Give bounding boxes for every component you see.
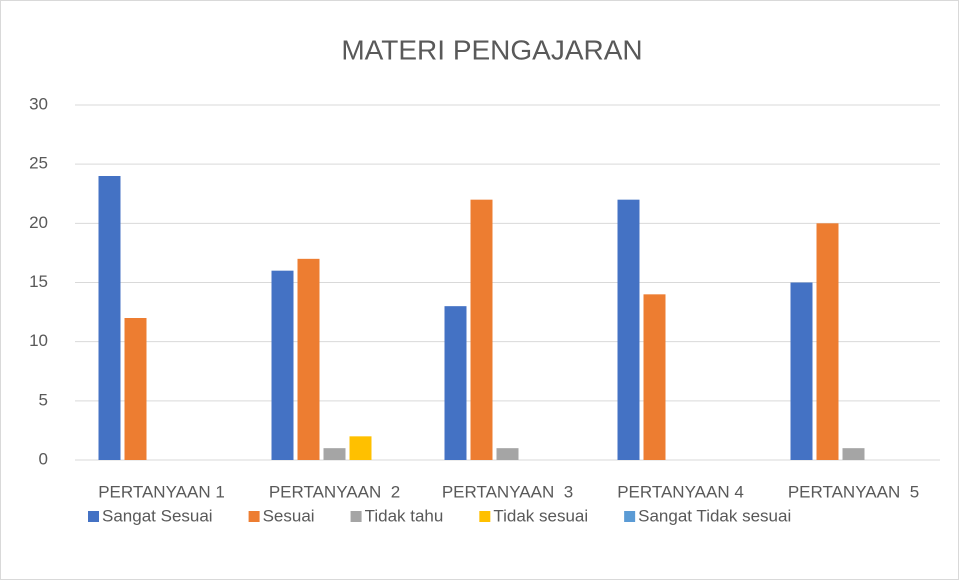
x-tick-label: PERTANYAAN 5 <box>788 482 919 501</box>
x-tick-label: PERTANYAAN 2 <box>269 482 400 501</box>
bar <box>271 270 294 460</box>
bar <box>124 318 147 460</box>
y-tick-label: 20 <box>29 213 48 232</box>
x-tick-label: PERTANYAAN 1 <box>98 482 225 501</box>
y-tick-label: 30 <box>29 94 48 113</box>
legend-swatch <box>479 511 491 522</box>
legend-label: Tidak sesuai <box>493 506 588 525</box>
bar <box>470 199 493 460</box>
bar <box>98 176 121 460</box>
bar <box>349 436 372 460</box>
x-tick-label: PERTANYAAN 3 <box>442 482 573 501</box>
y-tick-label: 25 <box>29 154 48 173</box>
bar <box>323 448 346 460</box>
bar <box>444 306 467 460</box>
bar <box>842 448 865 460</box>
legend-swatch <box>248 511 260 522</box>
legend-swatch <box>350 511 362 522</box>
legend-label: Sesuai <box>263 506 315 525</box>
bar <box>496 448 519 460</box>
legend-label: Sangat Sesuai <box>102 506 213 525</box>
bar <box>297 258 320 460</box>
x-tick-label: PERTANYAAN 4 <box>617 482 744 501</box>
bar <box>816 223 839 460</box>
legend-label: Tidak tahu <box>365 506 444 525</box>
y-tick-label: 0 <box>39 449 48 468</box>
bar <box>617 199 640 460</box>
y-tick-label: 5 <box>39 390 48 409</box>
bar <box>790 282 813 460</box>
legend-label: Sangat Tidak sesuai <box>638 506 791 525</box>
y-tick-label: 10 <box>29 331 48 350</box>
chart-title: MATERI PENGAJARAN <box>341 34 642 65</box>
legend-swatch <box>88 511 99 522</box>
y-tick-label: 15 <box>29 272 48 291</box>
bar <box>643 294 666 460</box>
legend-swatch <box>624 511 636 522</box>
